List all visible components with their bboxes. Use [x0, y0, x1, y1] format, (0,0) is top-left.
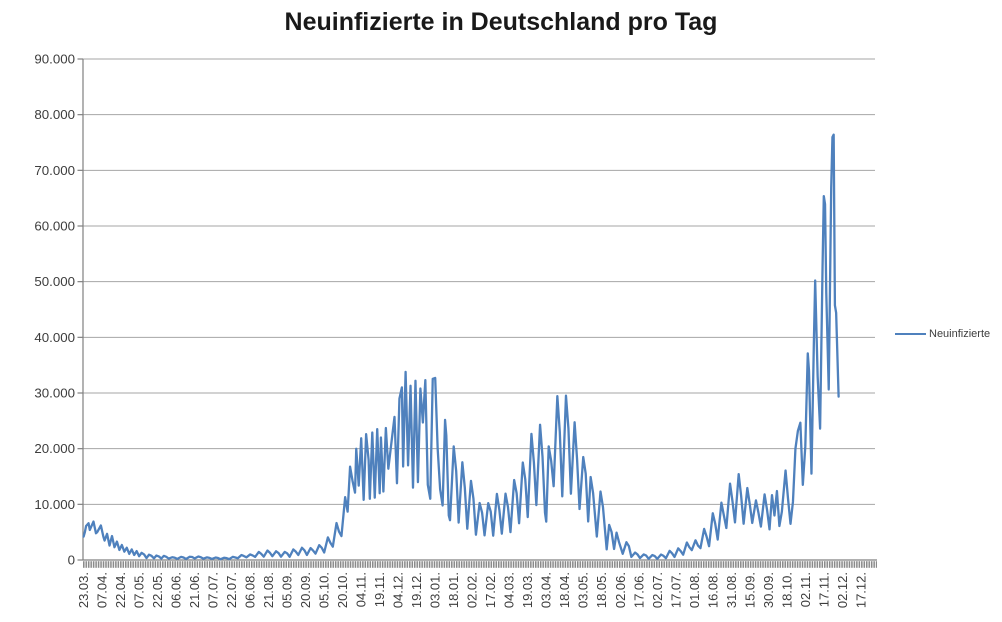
x-axis-tick-strip — [83, 561, 877, 568]
y-tick-label: 40.000 — [34, 330, 75, 345]
x-tick-label: 15.09. — [742, 572, 757, 608]
x-tick-label: 20.09. — [298, 572, 313, 608]
x-tick-label: 03.04. — [539, 572, 554, 608]
y-tick-label: 70.000 — [34, 163, 75, 178]
x-tick-label: 19.03. — [520, 572, 535, 608]
legend: Neuinfizierte — [895, 328, 990, 340]
y-tick-label: 90.000 — [34, 52, 75, 67]
x-tick-label: 22.05. — [150, 572, 165, 608]
x-tick-label: 23.03. — [76, 572, 91, 608]
x-tick-label: 18.01. — [446, 572, 461, 608]
x-tick-label: 02.11. — [798, 572, 813, 607]
y-tick-label: 20.000 — [34, 441, 75, 456]
x-tick-label: 05.09. — [280, 572, 295, 608]
x-tick-label: 18.04. — [557, 572, 572, 608]
x-tick-label: 03.05. — [576, 572, 591, 608]
x-tick-label: 22.04. — [113, 572, 128, 608]
y-tick-label: 80.000 — [34, 107, 75, 122]
legend-line-sample — [895, 333, 926, 335]
x-tick-label: 17.02. — [483, 572, 498, 608]
y-tick-label: 60.000 — [34, 219, 75, 234]
x-tick-label: 16.08. — [705, 572, 720, 608]
y-tick-label: 10.000 — [34, 497, 75, 512]
x-tick-label: 02.02. — [465, 572, 480, 608]
y-tick-label: 0 — [68, 553, 75, 568]
x-tick-label: 30.09. — [761, 572, 776, 608]
y-tick-label: 30.000 — [34, 386, 75, 401]
legend-label: Neuinfizierte — [929, 328, 991, 340]
x-tick-label: 17.12. — [853, 572, 868, 608]
x-tick-label: 07.05. — [132, 572, 147, 608]
x-tick-label: 19.12. — [409, 572, 424, 608]
x-tick-label: 22.07. — [224, 572, 239, 608]
x-tick-label: 20.10. — [335, 572, 350, 608]
x-tick-label: 17.06. — [631, 572, 646, 608]
series-line — [82, 133, 840, 561]
x-tick-label: 18.05. — [594, 572, 609, 608]
x-tick-label: 04.11. — [354, 572, 369, 607]
x-tick-label: 17.11. — [816, 572, 831, 607]
x-tick-label: 06.06. — [169, 572, 184, 608]
x-tick-label: 05.10. — [317, 572, 332, 608]
chart-title: Neuinfizierte in Deutschland pro Tag — [284, 8, 718, 36]
x-tick-label: 01.08. — [687, 572, 702, 608]
x-tick-label: 02.12. — [835, 572, 850, 608]
x-tick-label: 03.01. — [428, 572, 443, 608]
x-tick-label: 07.04. — [95, 572, 110, 608]
x-tick-label: 18.10. — [779, 572, 794, 608]
x-tick-label: 02.07. — [650, 572, 665, 608]
x-tick-label: 31.08. — [724, 572, 739, 608]
y-tick-label: 50.000 — [34, 274, 75, 289]
x-tick-label: 07.07. — [206, 572, 221, 608]
x-tick-label: 21.06. — [187, 572, 202, 608]
x-tick-label: 02.06. — [613, 572, 628, 608]
x-tick-label: 21.08. — [261, 572, 276, 608]
x-tick-label: 04.12. — [391, 572, 406, 608]
x-tick-label: 06.08. — [243, 572, 258, 608]
x-tick-label: 17.07. — [668, 572, 683, 608]
x-tick-label: 19.11. — [372, 572, 387, 607]
x-tick-label: 04.03. — [502, 572, 517, 608]
